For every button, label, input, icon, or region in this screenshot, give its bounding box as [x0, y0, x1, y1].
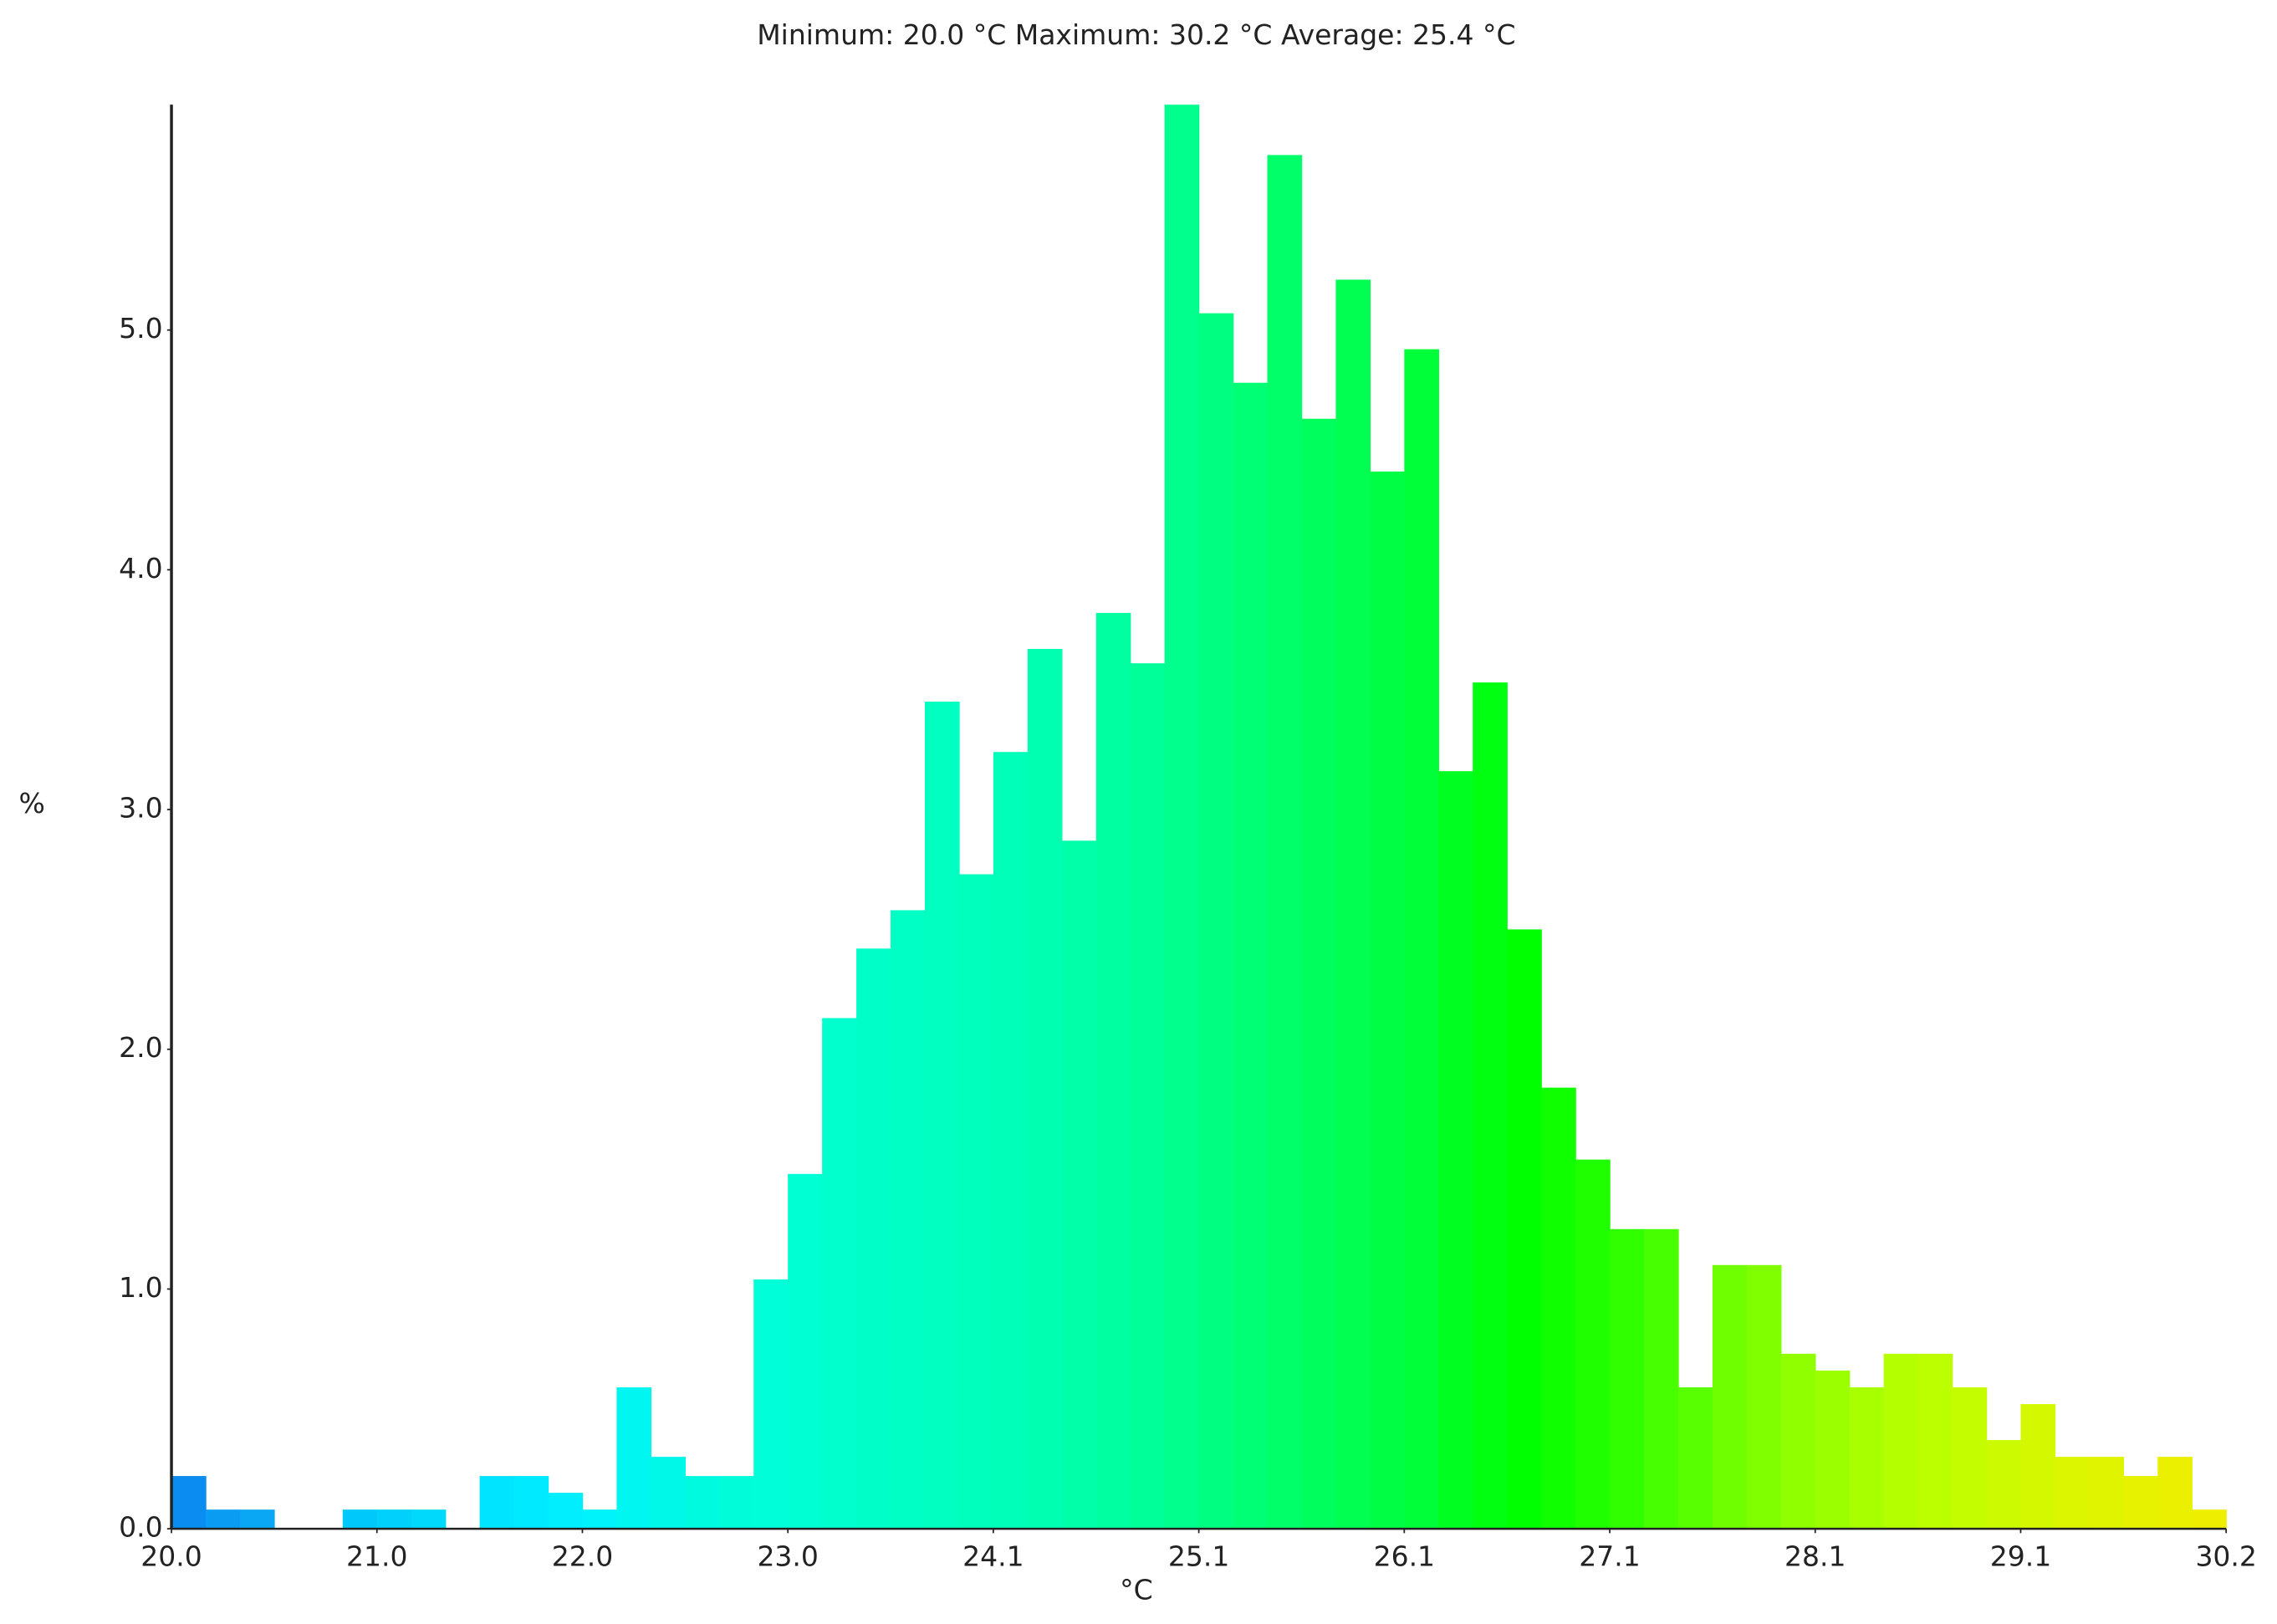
bar: [1404, 349, 1439, 1530]
bar: [651, 1457, 687, 1530]
x-axis-label: °C: [1120, 1573, 1153, 1606]
bar: [1610, 1228, 1645, 1530]
bar: [2123, 1476, 2158, 1530]
x-tick-label: 21.0: [346, 1540, 407, 1572]
bar: [1438, 771, 1473, 1530]
bar: [1301, 418, 1337, 1530]
bar: [206, 1509, 241, 1530]
bar: [924, 702, 960, 1530]
bar: [2055, 1457, 2091, 1530]
bar: [856, 948, 891, 1530]
x-tick-label: 30.2: [2195, 1540, 2256, 1572]
bar: [1027, 648, 1063, 1530]
bar: [171, 1476, 207, 1530]
bar: [1164, 105, 1200, 1530]
bar: [1061, 840, 1097, 1530]
x-tick-label: 27.1: [1579, 1540, 1640, 1572]
bar: [1541, 1087, 1576, 1530]
bar: [479, 1476, 515, 1530]
chart-title: Minimum: 20.0 °C Maximum: 30.2 °C Averag…: [757, 18, 1515, 51]
bar: [822, 1018, 857, 1530]
bar: [1849, 1387, 1885, 1530]
bar: [1917, 1353, 1953, 1530]
bar: [376, 1509, 412, 1530]
bar: [1370, 471, 1406, 1530]
x-tick-label: 24.1: [962, 1540, 1024, 1572]
x-tick-label: 23.0: [757, 1540, 818, 1572]
bar: [719, 1476, 754, 1530]
bar: [685, 1476, 720, 1530]
bar: [1986, 1440, 2022, 1530]
x-tick-label: 28.1: [1784, 1540, 1846, 1572]
bar: [1095, 612, 1131, 1530]
bar: [1198, 313, 1234, 1530]
bar: [513, 1476, 549, 1530]
bar: [548, 1493, 584, 1530]
bar: [1952, 1387, 1988, 1530]
x-tick-label: 29.1: [1990, 1540, 2051, 1572]
bar: [2192, 1509, 2227, 1530]
x-tick-label: 22.0: [552, 1540, 613, 1572]
y-tick-label: 0.0: [119, 1511, 162, 1544]
bar: [1233, 382, 1269, 1530]
bar: [342, 1509, 378, 1530]
bar: [1130, 663, 1166, 1530]
bar: [239, 1509, 275, 1530]
bar: [993, 752, 1029, 1530]
bar: [1507, 929, 1542, 1530]
bar: [582, 1509, 618, 1530]
bar: [753, 1279, 789, 1530]
bar: [788, 1173, 823, 1530]
bar: [1746, 1264, 1782, 1530]
x-tick-label: 20.0: [140, 1540, 202, 1572]
bar: [616, 1387, 652, 1530]
bar: [2157, 1457, 2193, 1530]
bar: [1712, 1264, 1748, 1530]
y-tick-label: 1.0: [119, 1271, 162, 1304]
bar: [1677, 1387, 1713, 1530]
y-axis-label: %: [19, 787, 45, 820]
y-tick-label: 3.0: [119, 792, 162, 825]
bar: [411, 1509, 447, 1530]
bar: [1575, 1159, 1611, 1530]
bar: [1815, 1370, 1851, 1530]
x-tick-label: 26.1: [1374, 1540, 1435, 1572]
bar: [1883, 1353, 1919, 1530]
bar: [958, 874, 994, 1530]
x-tick-label: 25.1: [1168, 1540, 1229, 1572]
bar: [891, 910, 926, 1530]
bar: [1780, 1353, 1816, 1530]
bar: [2089, 1457, 2125, 1530]
y-tick-label: 4.0: [119, 552, 162, 585]
y-tick-label: 5.0: [119, 312, 162, 345]
y-tick-label: 2.0: [119, 1031, 162, 1064]
bar: [1473, 682, 1508, 1530]
bar: [1335, 279, 1371, 1530]
bar: [2020, 1404, 2056, 1530]
bar: [1643, 1228, 1679, 1530]
bar: [1267, 155, 1303, 1530]
